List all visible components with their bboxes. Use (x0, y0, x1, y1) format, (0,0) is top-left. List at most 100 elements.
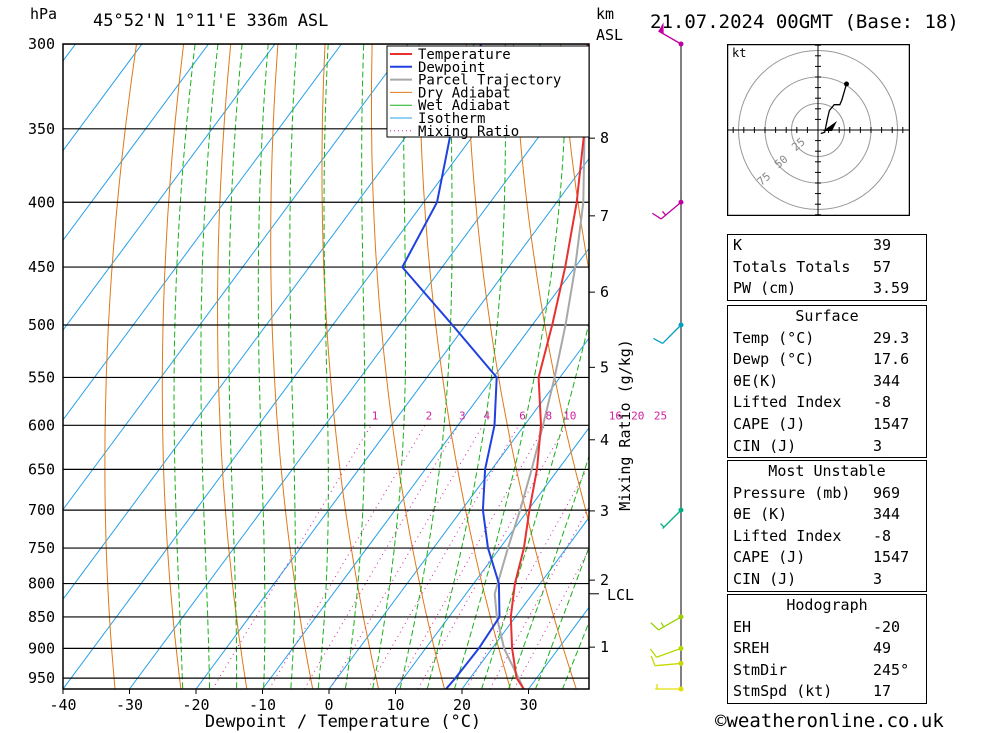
surface-thetae-row: θE(K) 344 (733, 371, 901, 390)
temperature-line (509, 44, 589, 689)
mixing-ratio-label: 16 (609, 409, 622, 422)
surface-panel: Surface Temp (°C) 29.3 Dewp (°C) 17.6 θE(K… (727, 305, 927, 458)
pressure-unit-label: hPa (30, 5, 58, 23)
pressure-tick-label: 350 (28, 120, 55, 138)
legend-entry: Temperature (418, 47, 511, 63)
surface-cape-row: CAPE (J) 1547 (733, 414, 910, 433)
dry-adiabat-line (702, 44, 720, 689)
wind-barb-half (660, 523, 665, 528)
height-tick-label: 1 (600, 638, 609, 656)
mu-thetae-row: θE (K) 344 (733, 505, 901, 524)
legend-entry: Wet Adiabat (418, 98, 511, 114)
dry-adiabat-line (270, 44, 314, 689)
location-title: 45°52'N 1°11'E 336m ASL (93, 11, 329, 31)
temperature-tick-label: 20 (453, 696, 471, 714)
height-asl-label: ASL (596, 26, 624, 44)
wind-barb-feather (653, 337, 663, 344)
wind-barb-shaft (655, 662, 682, 667)
pressure-tick-label: 550 (28, 368, 55, 386)
pressure-tick-label: 450 (28, 258, 55, 276)
eh-row: EH -20 (733, 617, 901, 636)
stmdir-row: StmDir 245° (733, 660, 910, 679)
mixing-ratio-line (367, 425, 520, 689)
legend-entry: Mixing Ratio (418, 124, 519, 140)
temperature-tick-label: -40 (49, 696, 76, 714)
wet-adiabat-line (561, 621, 589, 689)
surface-temp-row: Temp (°C) 29.3 (733, 328, 910, 347)
datetime-title: 21.07.2024 00GMT (Base: 18) (650, 11, 959, 33)
mixing-ratio-label: 8 (546, 409, 553, 422)
pressure-tick-label: 600 (28, 416, 55, 434)
dry-adiabat-line (513, 44, 589, 525)
isotherm-line (63, 44, 475, 601)
height-tick-label: 7 (600, 207, 609, 225)
isotherm-line (328, 337, 589, 689)
wind-barb-shaft (660, 201, 682, 220)
mixing-ratio-label: 3 (459, 409, 466, 422)
temperature-tick-label: 10 (386, 696, 404, 714)
pressure-tick-label: 950 (28, 669, 55, 687)
isotherm-line (63, 44, 209, 242)
k-index-row: K 39 (733, 236, 892, 254)
mu-li-row: Lifted Index -8 (733, 526, 892, 545)
mixing-ratio-label: 4 (483, 409, 490, 422)
surface-cin-row: CIN (J) 3 (733, 436, 883, 455)
hodograph-unit: kt (732, 46, 746, 60)
mixing-ratio-label: 10 (563, 409, 576, 422)
wet-adiabat-line (508, 454, 589, 689)
isotherm-line (195, 157, 589, 689)
pressure-tick-label: 400 (28, 193, 55, 211)
wind-barb-shaft (662, 509, 682, 529)
wind-barb-half (660, 622, 665, 628)
mixing-ratio-line (268, 425, 426, 689)
wind-barb-feather (649, 648, 658, 658)
surface-dewp-row: Dewp (°C) 17.6 (733, 350, 910, 369)
x-axis-title: Dewpoint / Temperature (°C) (205, 712, 481, 732)
mu-pressure-row: Pressure (mb) 969 (733, 483, 901, 502)
mixing-ratio-line (212, 425, 372, 689)
hodograph-stats-panel: Hodograph EH -20 SREH 49 StmDir 245° StmSpd… (727, 594, 927, 704)
indices-panel: K 39 Totals Totals 57 PW (cm) 3.59 (727, 234, 927, 301)
dry-adiabat-line (465, 44, 577, 689)
wind-barb-feather (650, 655, 656, 666)
isotherm-line (63, 44, 276, 331)
wind-barb-feather (650, 622, 659, 631)
legend-entry: Dewpoint (418, 60, 485, 76)
legend-entry: Parcel Trajectory (418, 73, 561, 89)
wind-barb-shaft (658, 616, 682, 631)
isotherm-line (461, 516, 589, 689)
mixing-ratio-label: 1 (372, 409, 379, 422)
dry-adiabat-line (216, 44, 248, 689)
wet-adiabat-line (289, 44, 298, 689)
mixing-ratio-title: Mixing Ratio (g/kg) (616, 339, 634, 511)
dry-adiabat-line (371, 44, 445, 689)
most-unstable-title: Most Unstable (768, 462, 886, 480)
wind-barb-shaft (662, 324, 682, 344)
wet-adiabat-line (480, 320, 589, 689)
pressure-tick-label: 300 (28, 35, 55, 53)
copyright-link[interactable]: ©weatheronline.co.uk (715, 710, 944, 732)
wet-adiabat-line (453, 44, 568, 689)
pressure-tick-label: 650 (28, 460, 55, 478)
height-tick-label: 2 (600, 571, 609, 589)
most-unstable-panel: Most Unstable Pressure (mb) 969 θE (K) 344… (727, 460, 927, 592)
wind-barb-shaft (658, 30, 682, 45)
pw-row: PW (cm) 3.59 (733, 279, 910, 298)
isotherm-line (129, 68, 589, 689)
storm-motion-arrow (823, 121, 837, 131)
dry-adiabat-line (560, 44, 589, 274)
mixing-ratio-label: 25 (654, 409, 667, 422)
height-tick-label: 8 (600, 129, 609, 147)
height-tick-label: 3 (600, 502, 609, 520)
legend-entry: Isotherm (418, 111, 485, 127)
mixing-ratio-label: 2 (426, 409, 433, 422)
isotherm-line (63, 44, 409, 511)
wet-adiabat-line (173, 44, 196, 689)
wet-adiabat-line (317, 44, 329, 689)
temperature-tick-label: 30 (519, 696, 537, 714)
wet-adiabat-line (257, 44, 269, 689)
dry-adiabat-line (104, 44, 137, 689)
surface-li-row: Lifted Index -8 (733, 393, 892, 412)
totals-totals-row: Totals Totals 57 (733, 257, 892, 276)
